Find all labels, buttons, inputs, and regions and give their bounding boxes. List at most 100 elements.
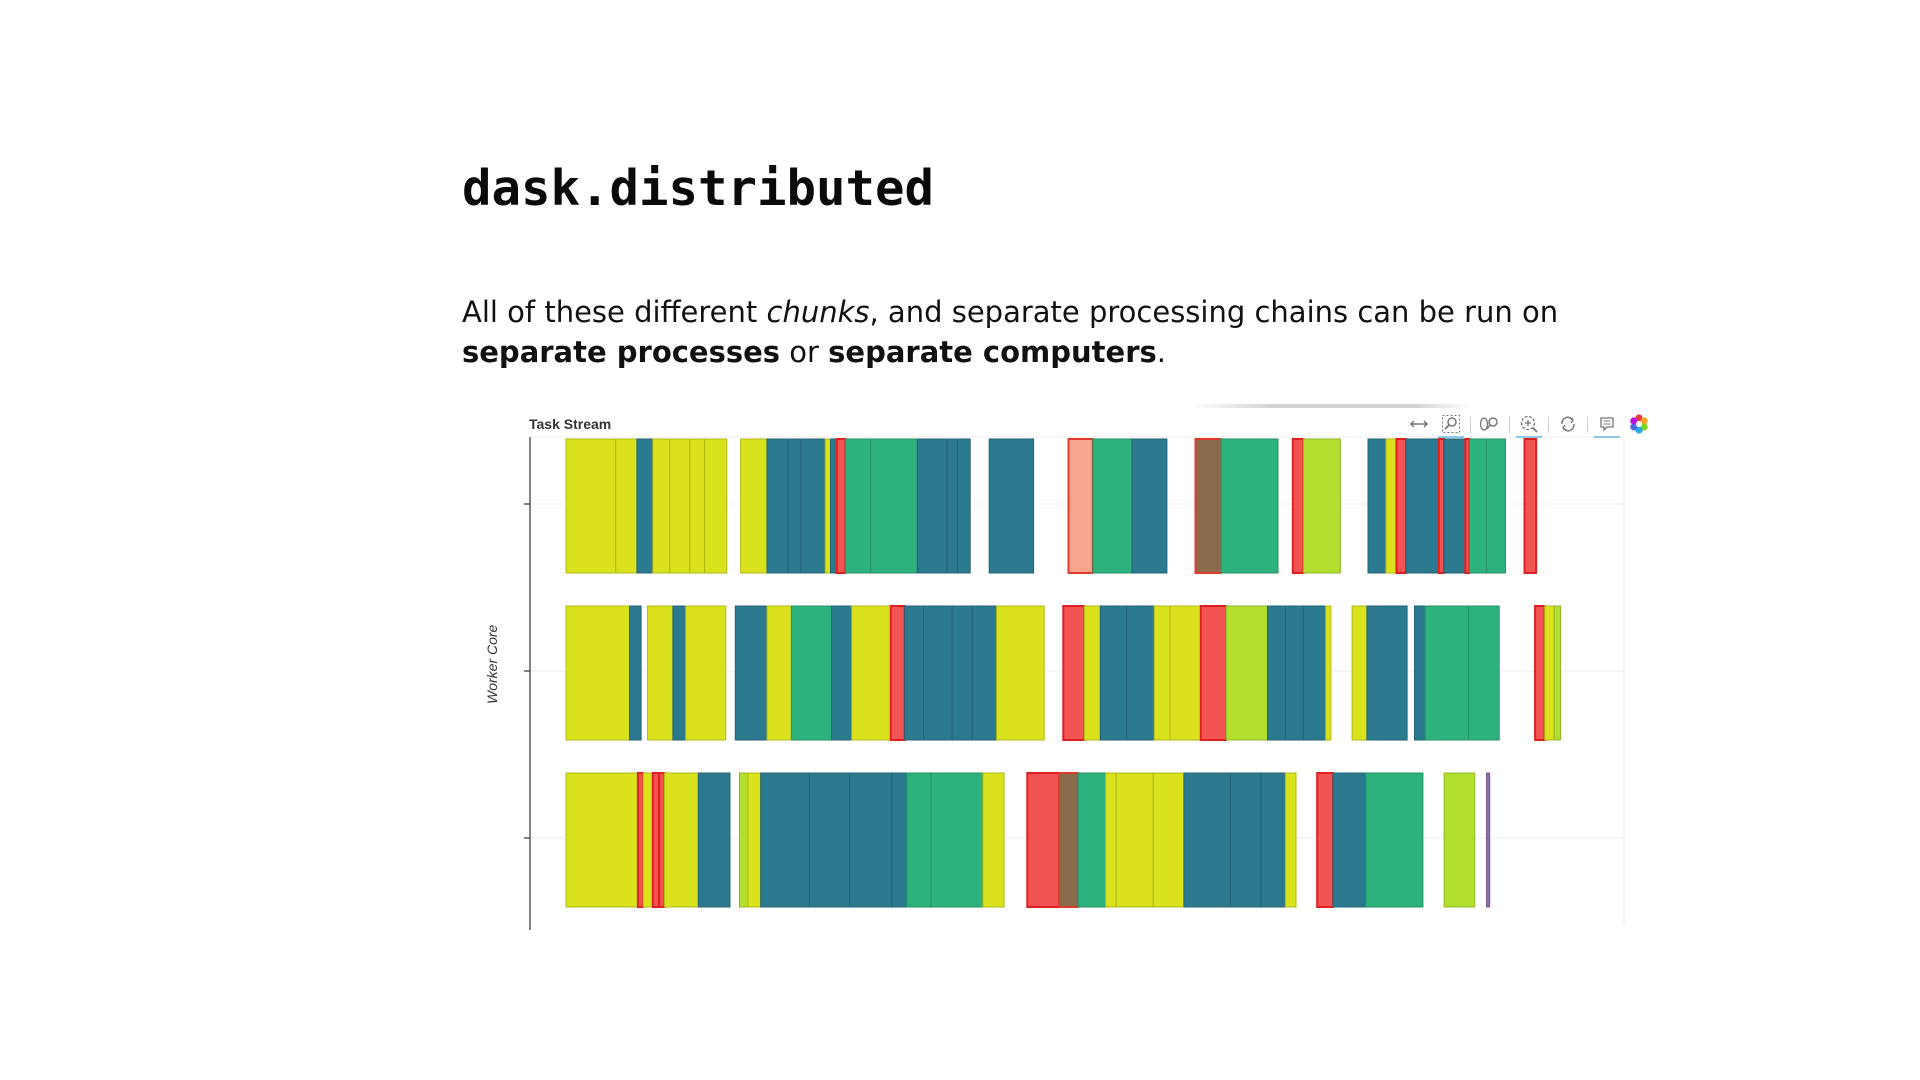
task-bar[interactable] (1424, 605, 1469, 741)
task-bar[interactable] (1469, 438, 1487, 574)
task-bar[interactable] (800, 438, 826, 574)
task-bar[interactable] (642, 772, 654, 908)
task-bar[interactable] (1367, 438, 1387, 574)
task-bar[interactable] (891, 772, 908, 908)
task-bar[interactable] (1183, 772, 1232, 908)
task-bar[interactable] (824, 438, 832, 574)
task-bar[interactable] (1395, 438, 1407, 574)
task-bar[interactable] (957, 438, 971, 574)
task-bar[interactable] (1058, 772, 1079, 908)
wheel-zoom-tool[interactable] (1477, 412, 1503, 438)
bokeh-logo[interactable] (1626, 412, 1652, 438)
task-bar[interactable] (951, 605, 973, 741)
task-bar[interactable] (916, 438, 948, 574)
task-bar[interactable] (1332, 772, 1367, 908)
task-bar[interactable] (672, 605, 687, 741)
task-bar[interactable] (565, 605, 630, 741)
task-bar[interactable] (906, 772, 932, 908)
task-bar[interactable] (747, 772, 762, 908)
task-bar[interactable] (1026, 772, 1060, 908)
task-bar[interactable] (1115, 772, 1154, 908)
task-bar[interactable] (1126, 605, 1155, 741)
task-bar[interactable] (1099, 605, 1128, 741)
task-bar[interactable] (1083, 605, 1101, 741)
task-bar[interactable] (1443, 772, 1476, 908)
task-bar[interactable] (689, 438, 706, 574)
task-bar[interactable] (1302, 605, 1327, 741)
task-bar[interactable] (835, 438, 847, 574)
task-bar[interactable] (988, 438, 1035, 574)
task-bar[interactable] (1437, 438, 1446, 574)
task-stream-chart[interactable] (470, 404, 1630, 934)
task-bar[interactable] (930, 772, 984, 908)
task-bar[interactable] (669, 438, 691, 574)
task-bar[interactable] (1105, 772, 1117, 908)
task-bar[interactable] (1291, 438, 1305, 574)
task-bar[interactable] (1199, 605, 1228, 741)
task-bar[interactable] (658, 772, 666, 908)
task-bar[interactable] (808, 772, 850, 908)
pan-tool[interactable] (1406, 412, 1432, 438)
task-bar[interactable] (1062, 605, 1086, 741)
task-bar[interactable] (1366, 605, 1408, 741)
task-bar[interactable] (1229, 772, 1262, 908)
task-bar[interactable] (740, 438, 768, 574)
task-bar[interactable] (1486, 772, 1491, 908)
task-bar[interactable] (1220, 438, 1279, 574)
task-bar[interactable] (1385, 438, 1398, 574)
task-bar[interactable] (1131, 438, 1168, 574)
task-bar[interactable] (652, 438, 671, 574)
task-bar[interactable] (685, 605, 727, 741)
task-bar[interactable] (870, 438, 918, 574)
task-bar[interactable] (1486, 438, 1506, 574)
task-bar[interactable] (1152, 772, 1185, 908)
task-bar[interactable] (1351, 605, 1368, 741)
task-bar[interactable] (565, 438, 617, 574)
task-bar[interactable] (1553, 605, 1561, 741)
task-bar[interactable] (629, 605, 642, 741)
reset-tool[interactable] (1555, 412, 1581, 438)
task-bar[interactable] (889, 605, 906, 741)
task-bar[interactable] (636, 772, 645, 908)
task-bar[interactable] (1414, 605, 1426, 741)
task-bar[interactable] (1365, 772, 1424, 908)
task-bar[interactable] (1284, 772, 1297, 908)
task-bar[interactable] (996, 605, 1045, 741)
task-bar[interactable] (787, 438, 802, 574)
task-bar[interactable] (1284, 605, 1304, 741)
task-bar[interactable] (1534, 605, 1546, 741)
task-bar[interactable] (636, 438, 654, 574)
task-bar[interactable] (1405, 438, 1440, 574)
task-bar[interactable] (739, 772, 749, 908)
task-bar[interactable] (946, 438, 958, 574)
task-bar[interactable] (790, 605, 833, 741)
task-bar[interactable] (1153, 605, 1171, 741)
task-bar[interactable] (1267, 605, 1286, 741)
task-bar[interactable] (1302, 438, 1341, 574)
task-bar[interactable] (904, 605, 925, 741)
task-bar[interactable] (615, 438, 638, 574)
task-bar[interactable] (1523, 438, 1538, 574)
task-bar[interactable] (923, 605, 953, 741)
task-bar[interactable] (663, 772, 699, 908)
task-bar[interactable] (697, 772, 731, 908)
task-bar[interactable] (766, 438, 789, 574)
task-bar[interactable] (982, 772, 1005, 908)
task-bar[interactable] (851, 605, 892, 741)
task-bar[interactable] (766, 605, 792, 741)
task-bar[interactable] (1092, 438, 1133, 574)
task-bar[interactable] (844, 438, 872, 574)
task-bar[interactable] (1225, 605, 1269, 741)
task-bar[interactable] (1169, 605, 1202, 741)
task-bar[interactable] (565, 772, 639, 908)
task-bar[interactable] (647, 605, 674, 741)
task-bar[interactable] (1067, 438, 1094, 574)
task-bar[interactable] (1544, 605, 1555, 741)
task-bar[interactable] (1316, 772, 1335, 908)
task-bar[interactable] (760, 772, 810, 908)
task-bar[interactable] (704, 438, 728, 574)
task-bar[interactable] (831, 605, 853, 741)
task-bar[interactable] (1443, 438, 1466, 574)
task-bar[interactable] (734, 605, 768, 741)
task-bar[interactable] (1464, 438, 1471, 574)
